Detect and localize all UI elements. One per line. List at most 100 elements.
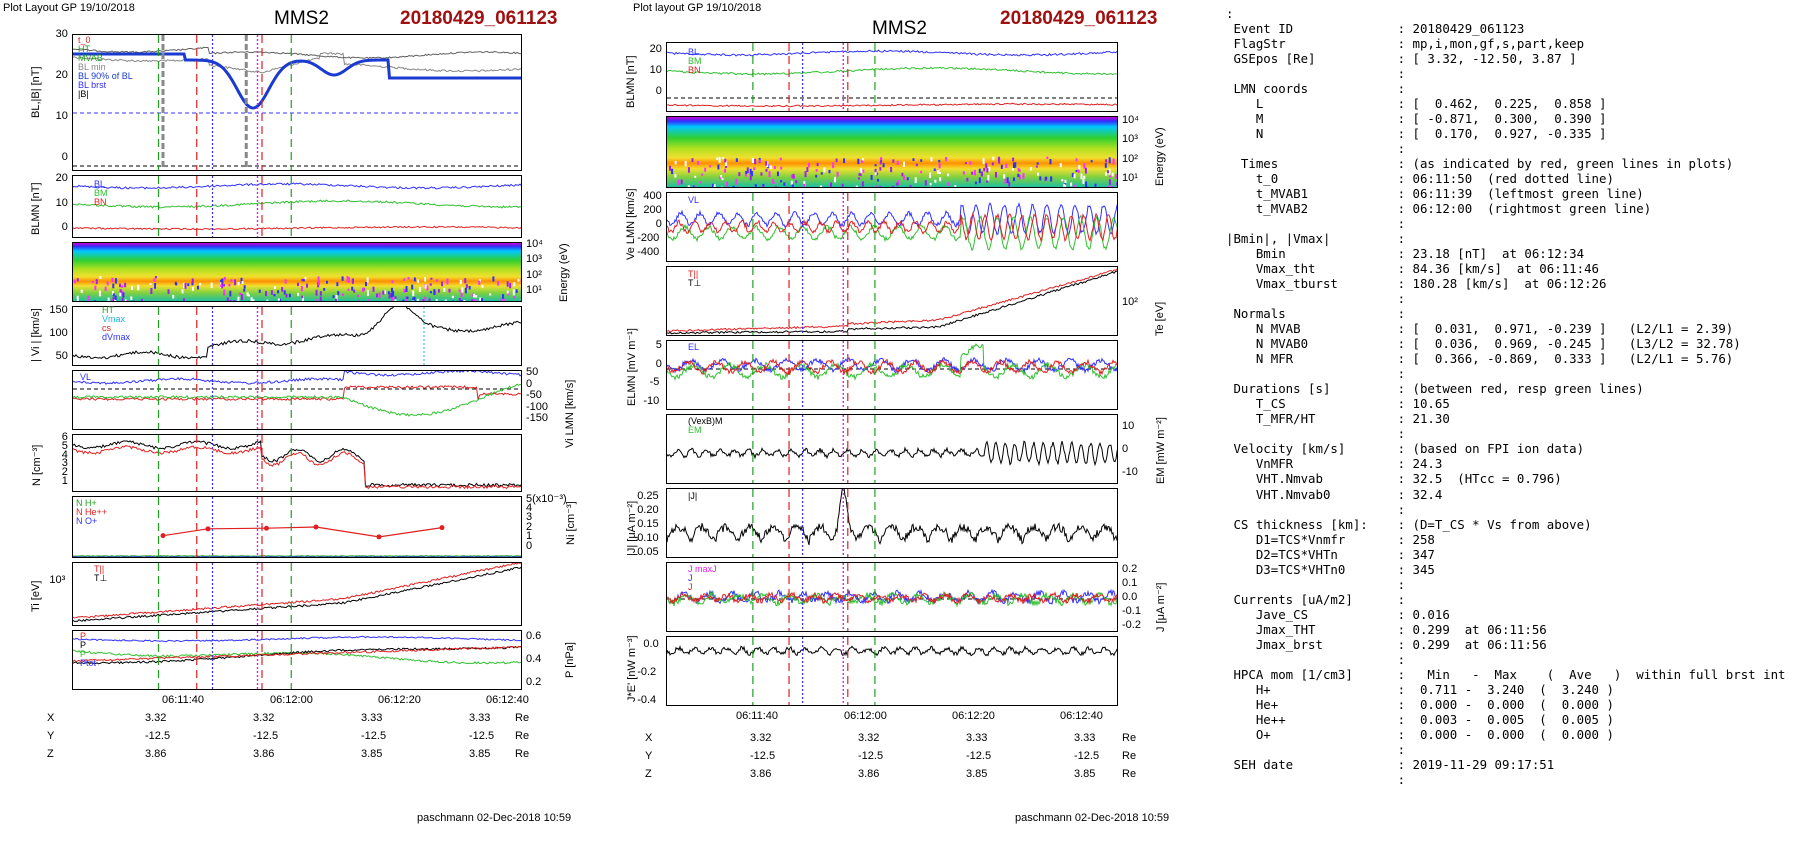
spectrogram-pixel (270, 290, 273, 295)
spectrogram-pixel (390, 287, 393, 293)
ephem-value: 3.32 (145, 712, 167, 724)
spectrogram-pixel (80, 289, 83, 293)
y-tick-label: 20 (55, 172, 68, 184)
spectrogram-pixel (933, 168, 936, 172)
info-line: H+ : 0.711 - 3.240 ( 3.240 ) (1226, 681, 1614, 697)
y-tick-label: 0.10 (637, 532, 659, 544)
spectrogram-pixel (1012, 157, 1015, 162)
spectrogram-pixel (1108, 185, 1111, 187)
y-axis-label: EM [mW m⁻²] (1155, 417, 1167, 484)
spectrogram-pixel (1108, 179, 1111, 185)
spectrogram-pixel (1011, 168, 1014, 171)
y-tick-label: 2 (61, 466, 68, 479)
spectrogram-pixel (124, 282, 127, 288)
y-tick-label: 10² (1122, 296, 1138, 308)
y-axis-label: | Vi | [km/s] (30, 308, 42, 362)
legend-entry: Vmax (102, 314, 126, 324)
spectrogram-pixel (429, 290, 432, 294)
panel-j-lmn (666, 562, 1118, 632)
panel-density (72, 434, 522, 492)
spectrogram-pixel (971, 171, 974, 175)
spectrogram-pixel (220, 284, 223, 287)
ephem-unit: Re (1122, 768, 1137, 780)
spectrogram-pixel (172, 294, 175, 299)
spectrogram-pixel (228, 283, 231, 287)
spectrogram-pixel (765, 161, 768, 166)
spectrogram-pixel (517, 278, 520, 282)
spectrogram-pixel (503, 298, 506, 301)
info-line: : (1226, 501, 1406, 517)
spectrogram-pixel (1006, 177, 1009, 184)
ephem-value: 3.32 (750, 732, 772, 744)
y-tick-label: 400 (643, 190, 662, 202)
panel-bl-b-svg (73, 35, 521, 170)
y-tick-label: 10 (649, 64, 662, 76)
spectrogram-pixel (1075, 169, 1078, 172)
spectrogram-pixel (779, 157, 782, 161)
spectrogram-pixel (1105, 172, 1108, 176)
info-line: FlagStr : mp,i,mon,gf,s,part,keep (1226, 36, 1585, 52)
spectrogram-pixel (347, 288, 350, 291)
spectrogram-pixel (443, 288, 446, 293)
spectrogram-pixel (766, 161, 769, 168)
spectrogram-pixel (954, 184, 957, 187)
spectrogram-pixel (506, 290, 509, 294)
ephem-value: -12.5 (1074, 750, 1100, 762)
spectrogram-pixel (1017, 173, 1020, 178)
spectrogram-pixel (697, 160, 700, 165)
spectrogram-pixel (962, 171, 965, 175)
ephem-unit: Re (1122, 750, 1137, 762)
spectrogram-pixel (319, 291, 322, 296)
spectrogram-pixel (1070, 182, 1073, 187)
spectrogram-pixel (112, 293, 115, 297)
ephem-value: 3.32 (253, 712, 275, 724)
spectrogram-pixel (1107, 170, 1110, 174)
ephem-label: Z (645, 768, 652, 780)
spectrogram-pixel (791, 184, 794, 187)
info-line: D2=TCS*VHTn : 347 (1226, 546, 1435, 562)
spectrogram-pixel (472, 293, 475, 298)
spectrogram-pixel (973, 169, 976, 176)
spectrogram-pixel (1084, 167, 1087, 174)
n-series (73, 440, 521, 488)
spectrogram-pixel (474, 300, 477, 301)
spectrogram-pixel (938, 171, 941, 175)
spectrogram-pixel (892, 159, 895, 163)
spectrogram-pixel (252, 299, 255, 301)
y-tick-label: 0 (61, 151, 68, 163)
info-line: L : [ 0.462, 0.225, 0.858 ] (1226, 96, 1607, 112)
info-line: : (1226, 291, 1406, 307)
spectrogram-pixel (223, 276, 226, 281)
ephem-value: -12.5 (750, 750, 776, 762)
spectrogram-pixel (191, 281, 194, 286)
spectrogram-pixel (388, 293, 391, 299)
spectrogram-pixel (210, 282, 213, 288)
y-axis-label: N [cm⁻³] (31, 444, 43, 486)
spectrogram-pixel (441, 281, 444, 287)
spectrogram-pixel (986, 180, 989, 183)
spacecraft-title: MMS2 (872, 18, 927, 39)
spectrogram-pixel (795, 180, 798, 184)
spectrogram-pixel (183, 298, 186, 301)
spectrogram-pixel (98, 290, 101, 297)
legend-entry: HT (78, 44, 90, 54)
vm-series (73, 384, 521, 401)
spectrogram-pixel (724, 158, 727, 163)
spectrogram-pixel (132, 300, 135, 301)
spectrogram-pixel (773, 165, 776, 170)
spectrogram-pixel (237, 282, 240, 286)
spectrogram-pixel (836, 171, 839, 177)
spectrogram-pixel (191, 286, 194, 291)
spectrogram-pixel (277, 298, 280, 301)
ephem-label: Z (47, 748, 54, 760)
y-tick-label: -100 (526, 400, 549, 413)
panel-elmn-svg (667, 341, 1117, 409)
spectrogram-pixel (1108, 157, 1111, 164)
spectrogram-pixel (489, 293, 492, 296)
y-tick-label: -0.4 (637, 694, 657, 706)
ephem-value: 3.86 (858, 768, 880, 780)
spectrogram-pixel (1109, 175, 1112, 178)
spectrogram-pixel (405, 286, 408, 292)
spectrogram-pixel (446, 278, 449, 285)
en-series (667, 358, 1117, 377)
